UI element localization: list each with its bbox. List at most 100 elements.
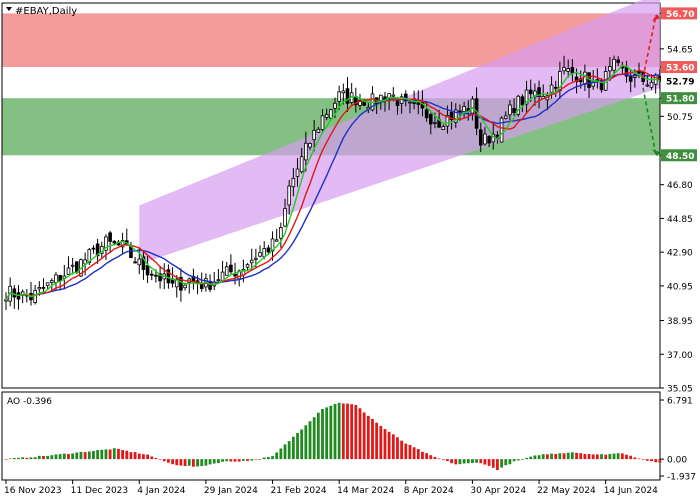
- ao-bar: [304, 425, 308, 460]
- ao-bar: [454, 459, 458, 465]
- ao-bar: [221, 459, 224, 462]
- ao-bar: [283, 444, 287, 460]
- ao-histogram: [4, 402, 662, 471]
- date-tick-label: 16 Nov 2023: [4, 486, 62, 496]
- candle-body: [37, 287, 42, 290]
- price-label-box: [661, 61, 697, 74]
- candle-body: [324, 113, 329, 118]
- candle-body: [283, 208, 287, 227]
- price-tick-label: 50.75: [667, 113, 693, 123]
- candle-body: [233, 273, 237, 277]
- candle-body: [628, 76, 633, 82]
- candle-body: [470, 98, 475, 114]
- candle-body: [266, 247, 271, 253]
- candle-body: [424, 109, 429, 119]
- candle-body: [616, 59, 620, 63]
- ao-tick-label: 0.00: [667, 456, 687, 466]
- ao-bar: [650, 459, 653, 462]
- candle-body: [133, 261, 137, 264]
- ao-bar: [158, 459, 162, 460]
- candle-body: [599, 80, 604, 91]
- date-tick-label: 4 Jan 2024: [137, 486, 185, 496]
- ao-bar: [625, 454, 628, 460]
- ao-bar: [129, 452, 133, 460]
- ao-bar: [387, 431, 391, 460]
- ao-tick-label: -1.937: [667, 473, 696, 483]
- ao-bar: [121, 450, 125, 460]
- ao-bar: [595, 454, 599, 460]
- ao-bar: [262, 457, 266, 460]
- ao-bar: [146, 454, 149, 460]
- candle-body: [258, 252, 262, 257]
- ao-bar: [629, 455, 633, 460]
- ao-bar: [291, 436, 295, 460]
- candle-body: [391, 94, 396, 97]
- ao-bar: [50, 455, 54, 460]
- ao-bar: [8, 458, 12, 460]
- candle-body: [216, 279, 221, 282]
- ao-bar: [421, 451, 424, 460]
- ao-bar: [341, 403, 345, 460]
- ao-bar: [250, 459, 254, 461]
- price-tick-label: 42.90: [667, 249, 693, 259]
- ao-bar: [100, 449, 104, 460]
- ao-bar: [604, 454, 608, 460]
- ao-bar: [196, 459, 199, 467]
- ao-bar: [591, 454, 595, 460]
- ao-bar: [17, 457, 20, 460]
- date-tick-label: 14 Mar 2024: [337, 486, 394, 496]
- ao-bar: [29, 457, 33, 460]
- candle-body: [304, 142, 308, 161]
- ao-bar: [496, 459, 499, 471]
- ao-bar: [316, 412, 320, 460]
- date-tick-label: 14 Jun 2024: [604, 486, 658, 496]
- ao-bar: [200, 459, 204, 467]
- ao-bar: [308, 421, 312, 460]
- candle-body: [4, 299, 8, 302]
- candle-body: [104, 236, 108, 251]
- candle-body: [308, 143, 312, 148]
- ao-bar: [271, 456, 274, 460]
- ao-bar: [404, 443, 408, 460]
- ao-bar: [279, 448, 283, 460]
- ao-bar: [183, 459, 187, 466]
- ao-bar: [533, 455, 537, 460]
- ao-bar: [266, 457, 270, 460]
- ao-bar: [246, 459, 249, 461]
- ao-bar: [33, 457, 37, 460]
- candle-body: [279, 227, 283, 239]
- price-tick-label: 46.80: [667, 181, 693, 191]
- ao-bar: [354, 404, 358, 460]
- ao-bar: [408, 444, 412, 460]
- candle-body: [83, 259, 87, 265]
- ao-bar: [4, 459, 8, 460]
- ao-bar: [554, 453, 558, 460]
- symbol-triangle-icon: [6, 7, 12, 11]
- ao-bar: [562, 453, 566, 460]
- ao-bar: [112, 448, 116, 460]
- ao-bar: [425, 453, 429, 460]
- candle-body: [329, 109, 333, 119]
- ao-bar: [466, 459, 470, 464]
- ao-bar: [192, 459, 195, 467]
- ao-bar: [400, 440, 404, 460]
- ao-bar: [446, 459, 449, 462]
- price-tick-label: 54.65: [667, 45, 693, 55]
- ao-bar: [204, 459, 208, 466]
- ao-bar: [92, 450, 95, 460]
- ao-bar: [541, 454, 545, 460]
- candle-body: [174, 278, 179, 288]
- ao-bar: [391, 434, 395, 460]
- ao-bar: [575, 452, 578, 460]
- ao-bar: [333, 403, 337, 460]
- candle-body: [108, 232, 112, 242]
- candle-body: [574, 76, 579, 83]
- ao-bar: [171, 459, 174, 465]
- ao-bar: [570, 452, 574, 460]
- candle-body: [583, 71, 587, 85]
- ao-bar: [558, 453, 562, 460]
- candle-body: [649, 81, 654, 88]
- ao-bar: [275, 452, 279, 460]
- ao-bar: [645, 459, 649, 461]
